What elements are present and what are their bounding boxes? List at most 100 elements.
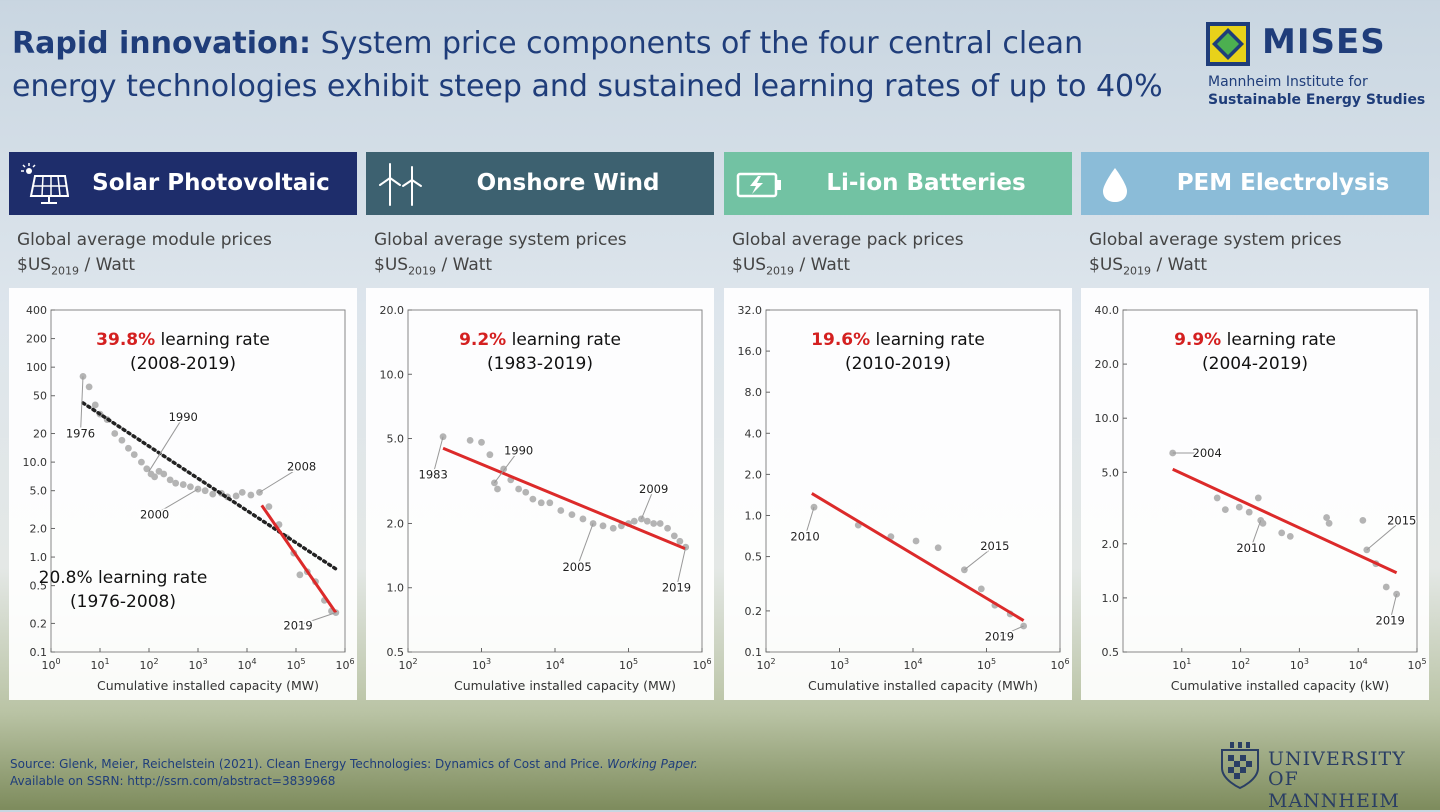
data-point bbox=[247, 491, 255, 499]
data-point bbox=[118, 436, 126, 444]
unit-prefix: $US bbox=[17, 255, 52, 275]
annotation-leader bbox=[80, 376, 84, 434]
x-tick-label: 104 bbox=[1349, 657, 1368, 672]
x-tick-label: 103 bbox=[830, 657, 849, 672]
panel-subtitle: Global average system prices $US2019 / W… bbox=[1089, 228, 1342, 283]
data-point bbox=[1382, 583, 1390, 591]
annotation-leader bbox=[676, 546, 687, 588]
y-tick-label: 32.0 bbox=[738, 304, 763, 317]
data-point bbox=[130, 451, 138, 458]
y-tick-label: 0.5 bbox=[30, 580, 48, 593]
mises-logo: MISES Mannheim Institute for Sustainable… bbox=[1206, 22, 1436, 112]
data-point bbox=[529, 495, 537, 503]
unit-subscript: 2019 bbox=[1123, 264, 1152, 278]
chart-solar: 0.1 0.2 0.5 1.0 2.0 5.0 10.0 20 50 100 200 400 100 10… bbox=[9, 288, 357, 700]
data-point bbox=[1221, 506, 1229, 514]
source-line-1: Source: Glenk, Meier, Reichelstein (2021… bbox=[10, 756, 698, 773]
chart-batteries: 0.1 0.2 0.5 1.0 2.0 4.0 8.0 16.0 32.0 102 103 104 10… bbox=[724, 288, 1072, 700]
panel-batteries: Li-ion Batteries Global average pack pri… bbox=[724, 152, 1072, 700]
annotation-leader bbox=[432, 436, 444, 475]
data-point bbox=[160, 470, 168, 478]
y-tick-label: 20 bbox=[33, 428, 47, 441]
annotation-leader bbox=[154, 488, 199, 516]
y-tick-label: 200 bbox=[26, 333, 47, 346]
battery-icon bbox=[736, 172, 781, 198]
y-tick-label: 16.0 bbox=[738, 345, 763, 358]
page-title-rest: System price components of the four cent… bbox=[12, 26, 1163, 104]
data-point bbox=[85, 383, 93, 391]
source-line-2: Available on SSRN: http://ssrn.com/abstr… bbox=[10, 774, 336, 788]
x-tick-label: 105 bbox=[977, 657, 996, 672]
data-point bbox=[201, 487, 209, 495]
y-tick-label: 8.0 bbox=[745, 386, 763, 399]
data-point bbox=[1278, 529, 1286, 537]
y-tick-label: 0.2 bbox=[30, 617, 48, 630]
university-line2: OF MANNHEIM bbox=[1268, 768, 1400, 812]
y-tick-label: 2.0 bbox=[30, 522, 48, 535]
annotation-leader bbox=[297, 612, 336, 627]
data-point bbox=[125, 444, 132, 452]
learning-rate-pct: 39.8% bbox=[96, 330, 156, 350]
data-point bbox=[91, 401, 99, 409]
fit-line-dotted bbox=[81, 401, 338, 571]
data-point bbox=[599, 522, 607, 530]
data-point bbox=[111, 430, 119, 437]
x-tick-label: 100 bbox=[41, 657, 60, 672]
year-label: 2019 bbox=[283, 619, 312, 633]
data-point bbox=[912, 537, 920, 545]
plot-frame bbox=[1122, 309, 1418, 653]
annotation-leader bbox=[1250, 520, 1262, 548]
x-tick-label: 101 bbox=[1172, 657, 1191, 672]
wind-turbine-icon bbox=[379, 163, 422, 206]
y-tick-label: 2.0 bbox=[387, 517, 405, 530]
year-label: 1976 bbox=[66, 427, 95, 441]
data-point bbox=[143, 465, 151, 473]
unit-suffix: / Watt bbox=[1151, 255, 1208, 275]
x-tick-label: 106 bbox=[692, 657, 711, 672]
data-point bbox=[579, 515, 587, 523]
y-tick-label: 400 bbox=[26, 304, 47, 317]
learning-rate-pct: 19.6% bbox=[811, 330, 871, 350]
x-tick-label: 106 bbox=[1050, 657, 1069, 672]
panel-wind: Onshore Wind Global average system price… bbox=[366, 152, 714, 700]
learning-rate-text: learning rate bbox=[870, 330, 985, 350]
annotation-leader bbox=[804, 507, 815, 537]
learning-rate-2-label: 20.8% learning rate (1976-2008) bbox=[23, 566, 223, 614]
x-axis-label: Cumulative installed capacity (MW) bbox=[454, 678, 676, 693]
unit-suffix: / Watt bbox=[79, 255, 136, 275]
x-tick-label: 103 bbox=[1290, 657, 1309, 672]
year-label: 2019 bbox=[1376, 613, 1405, 627]
data-point bbox=[537, 499, 545, 507]
y-tick-label: 50 bbox=[33, 390, 47, 403]
panel-subtitle: Global average system prices $US2019 / W… bbox=[374, 228, 627, 283]
data-point bbox=[650, 520, 658, 527]
chart-wind-svg: 0.5 1.0 2.0 5.0 10.0 20.0 102 103 104 105 106 Cumul… bbox=[380, 304, 712, 693]
learning-rate-text: learning rate bbox=[506, 330, 621, 350]
page-title-bold: Rapid innovation: bbox=[12, 26, 312, 61]
x-tick-label: 105 bbox=[286, 657, 305, 672]
data-point bbox=[166, 476, 174, 484]
year-label: 2010 bbox=[790, 530, 819, 544]
data-point bbox=[676, 537, 684, 545]
y-tick-label: 20.0 bbox=[1095, 358, 1120, 371]
chart-wind: 0.5 1.0 2.0 5.0 10.0 20.0 102 103 104 105 106 Cumul… bbox=[366, 288, 714, 700]
year-label: 2004 bbox=[1193, 446, 1222, 460]
panel-electrolysis: PEM Electrolysis Global average system p… bbox=[1081, 152, 1429, 700]
year-label: 2009 bbox=[639, 482, 668, 496]
data-point bbox=[515, 485, 523, 493]
unit-suffix: / Watt bbox=[436, 255, 493, 275]
panel-unit: $US2019 / Watt bbox=[374, 253, 627, 283]
data-point bbox=[522, 488, 530, 496]
panel-title: PEM Electrolysis bbox=[1176, 170, 1390, 196]
panel-unit: $US2019 / Watt bbox=[1089, 253, 1342, 283]
panel-header: PEM Electrolysis bbox=[1081, 152, 1429, 215]
source-working-paper: Working Paper. bbox=[607, 757, 698, 771]
y-tick-label: 5.0 bbox=[30, 485, 48, 498]
data-point bbox=[232, 492, 240, 500]
panel-header: Li-ion Batteries bbox=[724, 152, 1072, 215]
data-point bbox=[934, 544, 942, 552]
chart-batteries-svg: 0.1 0.2 0.5 1.0 2.0 4.0 8.0 16.0 32.0 102 103 104 10… bbox=[738, 304, 1070, 693]
annotation-leader bbox=[148, 416, 184, 472]
source-text: Source: Glenk, Meier, Reichelstein (2021… bbox=[10, 757, 608, 771]
panel-header: Onshore Wind bbox=[366, 152, 714, 215]
